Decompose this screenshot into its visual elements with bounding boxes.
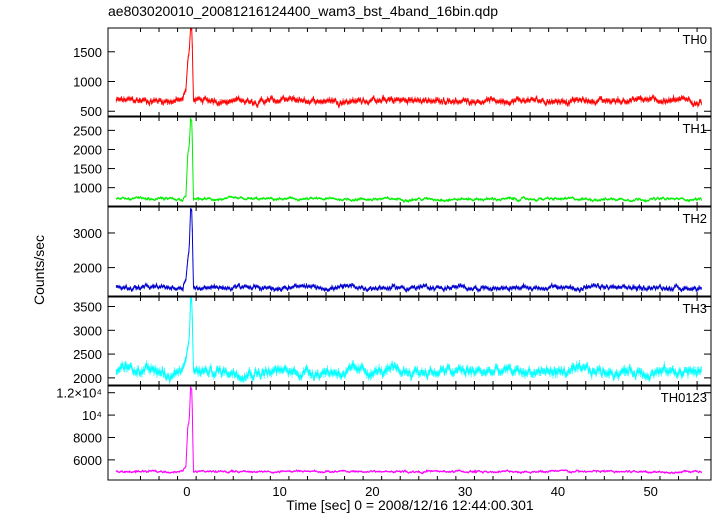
y-tick-label: 3000 [73, 226, 102, 241]
y-tick-label: 2000 [73, 371, 102, 386]
y-tick-label: 1000 [73, 75, 102, 90]
panel-th0: 500 1000 1500 TH0 [73, 27, 712, 119]
x-tick-label: 10 [272, 484, 286, 499]
y-tick-label: 1000 [73, 181, 102, 196]
y-tick-label: 3500 [73, 300, 102, 315]
panel-label: TH3 [682, 301, 707, 316]
series-th1 [115, 117, 702, 204]
series-line-th0123 [116, 386, 702, 475]
panel-frame [107, 206, 712, 297]
y-axis-label: Counts/sec [31, 235, 47, 305]
series-th0123 [115, 386, 702, 475]
error-bars-th0123 [115, 386, 702, 475]
x-tick-label: 0 [183, 484, 190, 499]
series-th2 [115, 207, 702, 293]
panel-th3: 2000 2500 3000 3500 TH3 [73, 296, 712, 386]
panel-frame [107, 296, 712, 386]
panel-frame [107, 27, 712, 117]
series-th3 [115, 297, 702, 385]
panel-th0123: 6000 8000 10⁴ 1.2×10⁴ TH0123 [56, 385, 712, 481]
y-tick-label: 3000 [73, 323, 102, 338]
y-tick-label: 10⁴ [82, 408, 102, 423]
y-tick-label: 2500 [73, 123, 102, 138]
y-tick-label: 2000 [73, 142, 102, 157]
series-line-th0 [115, 28, 702, 108]
series-th0 [115, 28, 702, 109]
error-bars-th1 [115, 118, 702, 203]
y-tick-label: 1500 [73, 162, 102, 177]
x-axis-label: Time [sec] 0 = 2008/12/16 12:44:00.301 [286, 497, 534, 513]
chart-title: ae803020010_20081216124400_wam3_bst_4ban… [108, 3, 498, 19]
error-bars-th0 [115, 28, 702, 109]
panel-th1: 1000 1500 2000 2500 TH1 [73, 116, 712, 207]
panel-label: TH1 [682, 121, 707, 136]
x-tick-label: 40 [551, 484, 565, 499]
y-tick-label: 1500 [73, 45, 102, 60]
x-tick-label: 30 [458, 484, 472, 499]
x-tick-label: 20 [365, 484, 379, 499]
y-tick-label: 2500 [73, 347, 102, 362]
panel-label: TH0123 [661, 390, 707, 405]
panel-th2: 2000 3000 TH2 [73, 206, 712, 297]
error-bars-th3 [115, 297, 702, 385]
x-tick-label: 50 [643, 484, 657, 499]
series-line-th2 [116, 208, 702, 293]
y-tick-label: 500 [80, 104, 102, 119]
y-tick-label: 8000 [73, 430, 102, 445]
panel-frame [107, 385, 712, 481]
panel-frame [107, 116, 712, 207]
y-tick-label: 6000 [73, 453, 102, 468]
error-bars-th2 [115, 207, 702, 293]
y-tick-label: 2000 [73, 261, 102, 276]
panel-label: TH2 [682, 211, 707, 226]
series-line-th1 [116, 117, 702, 204]
y-tick-label: 1.2×10⁴ [56, 386, 102, 401]
panel-label: TH0 [682, 32, 707, 47]
